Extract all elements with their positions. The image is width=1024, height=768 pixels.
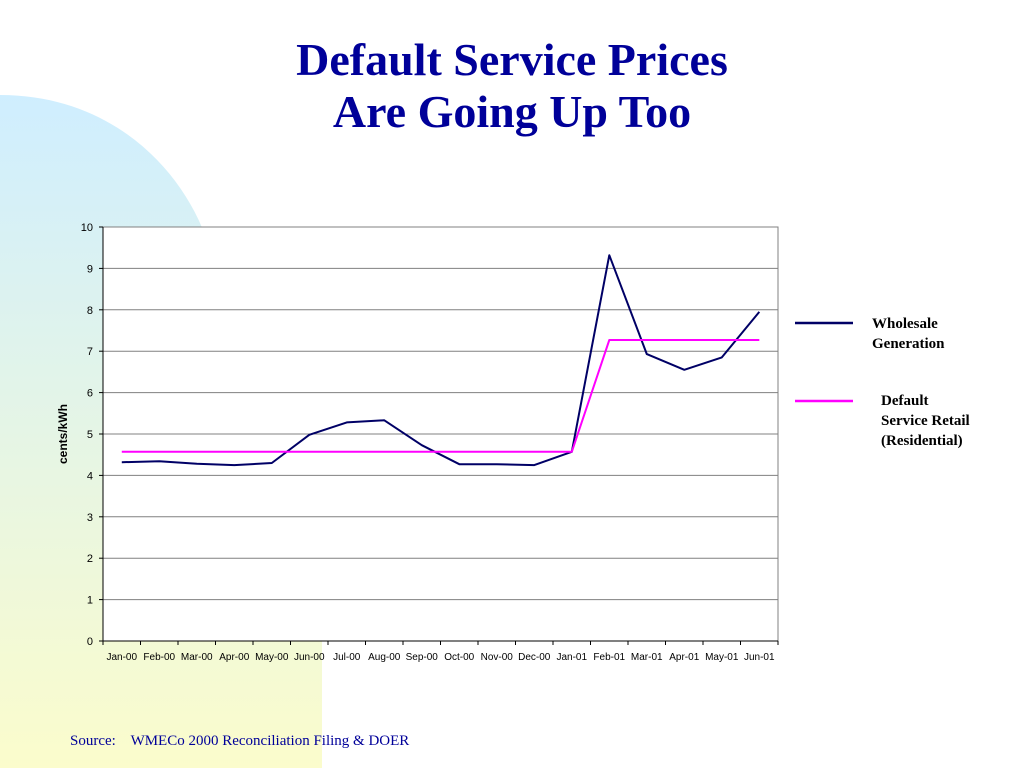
slide-title: Default Service Prices Are Going Up Too [0,34,1024,138]
x-tick-label: Jan-01 [556,652,587,663]
x-tick-label: Feb-01 [593,652,625,663]
x-tick-label: Oct-00 [444,652,474,663]
series-line-0 [121,254,761,467]
y-tick-label: 6 [87,388,93,400]
gridlines [103,267,778,601]
source-label: Source: [70,733,116,749]
title-line-2: Are Going Up Too [332,86,692,137]
title-line-1: Default Service Prices [296,34,728,85]
y-tick-label: 9 [87,263,93,275]
series-line-1 [121,339,760,453]
legend-line: Wholesale [872,316,938,332]
x-tick-label: Apr-00 [219,652,249,663]
y-tick-label: 3 [87,512,93,524]
x-tick-label: Jul-00 [333,652,361,663]
x-tick-label: Feb-00 [143,652,175,663]
x-tick-label: May-00 [255,652,289,663]
axes: 0 1 2 3 4 5 6 7 8 9 10 Jan-00 Feb-00 Mar-00 Apr-00 May-… [81,222,779,663]
x-tick-label: Dec-00 [518,652,551,663]
y-tick-label: 8 [87,305,93,317]
y-tick-label: 4 [87,470,93,482]
y-tick-label: 10 [81,222,93,234]
y-axis-title: cents/kWh [56,404,70,464]
source-text: WMECo 2000 Reconciliation Filing & DOER [130,733,410,749]
y-tick-label: 0 [87,636,93,648]
legend-line: (Residential) [881,433,963,449]
legend-label-default-service: Default Service Retail (Residential) [881,391,970,451]
series-lines [121,254,761,467]
legend-line: Service Retail [881,413,970,429]
source-note: Source: WMECo 2000 Reconciliation Filing… [70,733,409,750]
x-tick-label: Jun-00 [294,652,325,663]
x-tick-label: Mar-01 [631,652,663,663]
x-tick-label: Jan-00 [106,652,137,663]
legend-line: Generation [872,336,945,352]
x-tick-label: May-01 [705,652,739,663]
y-tick-label: 5 [87,429,93,441]
legend-swatches [795,321,853,403]
y-tick-label: 7 [87,346,93,358]
x-tick-label: Aug-00 [368,652,401,663]
x-tick-label: Nov-00 [481,652,514,663]
y-tick-label: 1 [87,595,93,607]
x-tick-label: Sep-00 [406,652,439,663]
legend-line: Default [881,393,929,409]
x-tick-label: Jun-01 [744,652,775,663]
y-tick-label: 2 [87,553,93,565]
legend-label-wholesale: Wholesale Generation [872,314,945,354]
x-tick-label: Mar-00 [181,652,213,663]
x-tick-label: Apr-01 [669,652,699,663]
